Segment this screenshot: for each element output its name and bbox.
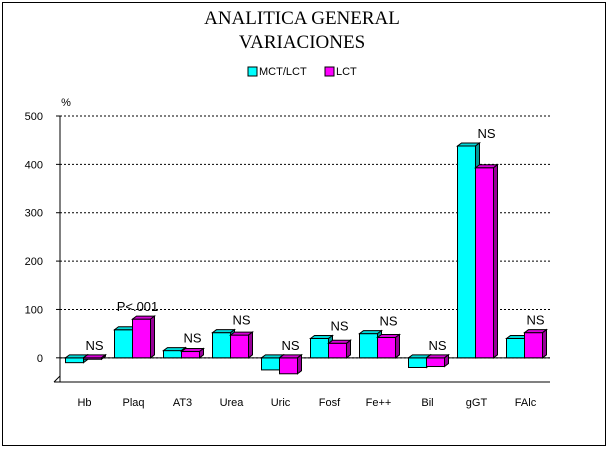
significance-annotation: P<.001: [117, 299, 159, 314]
bar-mct-lct: [65, 357, 84, 364]
significance-annotation: NS: [428, 338, 446, 353]
significance-annotation: NS: [526, 313, 544, 328]
bar-mct-lct: [261, 357, 280, 371]
significance-annotation: NS: [183, 331, 201, 346]
bar-side-face: [101, 353, 106, 361]
x-tick-label: Plaq: [122, 397, 144, 409]
bar-side-face: [346, 339, 351, 359]
bar-side-face: [493, 163, 498, 359]
bar-mct-lct: [310, 337, 329, 359]
x-tick-label: Urea: [220, 397, 245, 409]
bar-lct: [377, 337, 396, 359]
legend-swatch: [247, 66, 258, 77]
x-tick-label: gGT: [466, 397, 488, 409]
legend-label: MCT/LCT: [259, 66, 307, 78]
floor-edge: [53, 375, 61, 383]
y-tick-label: 100: [25, 304, 43, 316]
bar-lct: [132, 318, 151, 359]
bar-side-face: [444, 353, 449, 368]
bar-mct-lct: [408, 357, 427, 368]
x-tick-label: Hb: [77, 397, 91, 409]
bar-lct: [328, 342, 347, 359]
significance-annotation: NS: [379, 314, 397, 329]
bar-mct-lct: [114, 329, 133, 359]
y-axis-label: %: [61, 97, 71, 109]
bar-lct: [475, 167, 494, 359]
x-tick-label: Fe++: [366, 397, 392, 409]
bar-mct-lct: [506, 337, 525, 359]
legend-swatch: [324, 66, 335, 77]
x-tick-label: FAlc: [515, 397, 537, 409]
bar-mct-lct: [212, 332, 231, 359]
x-tick-label: AT3: [173, 397, 192, 409]
bar-side-face: [297, 353, 302, 375]
x-tick-label: Fosf: [319, 397, 341, 409]
y-tick-label: 400: [25, 159, 43, 171]
y-tick-label: 200: [25, 256, 43, 268]
x-tick-label: Uric: [271, 397, 291, 409]
bar-lct: [426, 357, 445, 368]
bar-lct: [279, 357, 298, 375]
bar-side-face: [542, 328, 547, 359]
legend-label: LCT: [336, 66, 357, 78]
significance-annotation: NS: [85, 338, 103, 353]
chart-title: ANALITICA GENERAL: [204, 8, 400, 29]
y-tick-label: 500: [25, 111, 43, 123]
bar-side-face: [395, 333, 400, 359]
legend: MCT/LCT LCT: [247, 66, 357, 78]
significance-annotation: NS: [330, 318, 348, 333]
significance-annotation: NS: [232, 313, 250, 328]
significance-annotation: NS: [477, 126, 495, 141]
y-tick-label: 300: [25, 208, 43, 220]
bar-mct-lct: [359, 333, 378, 359]
bar-side-face: [248, 331, 253, 359]
plot-area: 0 100 200 300 400 500% Hb NS Plaq P<.001 AT3 NS Urea…: [25, 97, 550, 409]
y-tick-label: 0: [37, 353, 43, 365]
x-tick-label: Bil: [421, 397, 433, 409]
bar-side-face: [150, 315, 155, 359]
chart-subtitle: VARIACIONES: [238, 32, 366, 53]
bar-mct-lct: [163, 350, 182, 359]
bar-mct-lct: [457, 145, 476, 359]
bar-side-face: [199, 347, 204, 359]
significance-annotation: NS: [281, 338, 299, 353]
bar-lct: [181, 351, 200, 359]
bar-lct: [524, 332, 543, 359]
bar-lct: [230, 334, 249, 359]
